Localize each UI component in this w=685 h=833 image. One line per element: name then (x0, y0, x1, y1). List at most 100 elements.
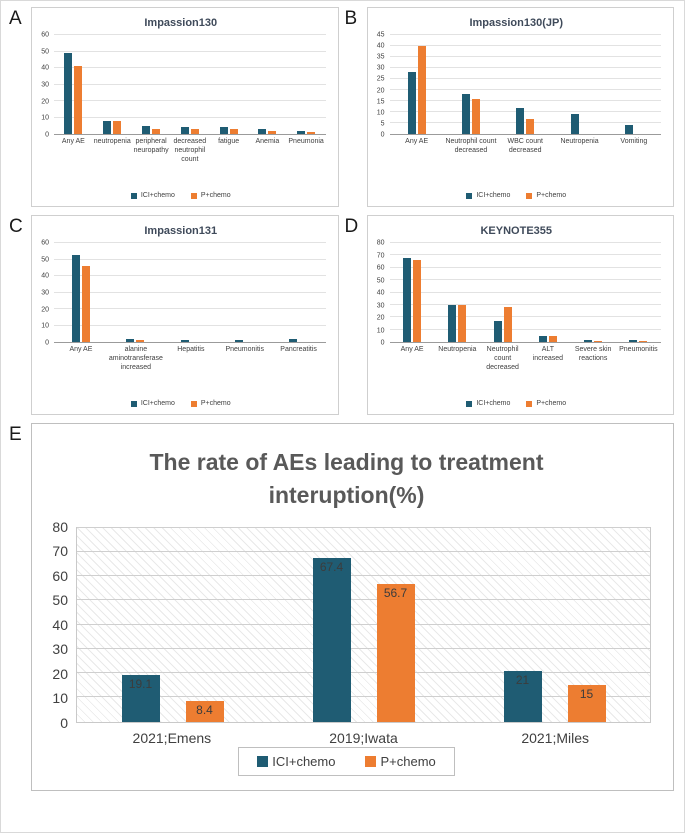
panel-label-e: E (9, 424, 22, 445)
x-category-label: ALT increased (532, 346, 564, 362)
row-2: C Impassion131 0 10 20 30 40 50 60 Any AE alani… (7, 213, 678, 421)
y-tick-label: 80 (52, 518, 68, 535)
legend-box: ICI+chemo P+chemo (238, 747, 455, 776)
bar-group (390, 35, 444, 134)
legend-entry: ICI+chemo (130, 400, 175, 407)
panel-e: E The rate of AEs leading to treatment i… (7, 421, 678, 797)
y-tick-label: 60 (376, 264, 385, 272)
gridline (77, 526, 650, 528)
x-category-label: WBC count decreased (507, 138, 543, 154)
y-tick-label: 10 (41, 322, 49, 330)
legend: ICI+chemo P+chemo (36, 190, 326, 201)
chart-keynote355: KEYNOTE355 0 10 20 30 40 50 60 70 80 Any AE Neutr… (366, 215, 674, 415)
gridline (389, 291, 661, 293)
x-axis-labels: Any AE Neutrophil count decreased WBC coun… (390, 135, 662, 171)
bar-ici-chemo: 21 (503, 670, 542, 722)
bar-group (108, 243, 162, 342)
bar-group (480, 243, 525, 342)
bar-ici-chemo (624, 125, 633, 134)
bar-ici-chemo (289, 338, 298, 342)
bar-groups: 19.1 8.4 67.4 56.7 21 15 (77, 528, 650, 722)
legend-label: P+chemo (380, 754, 436, 769)
bar-p-chemo (526, 118, 535, 134)
bar-ici-chemo (64, 53, 73, 134)
legend-entry: P+chemo (526, 192, 566, 199)
y-tick-label: 70 (52, 543, 68, 560)
bar-ici-chemo (516, 107, 525, 134)
x-category-label: Neutrophil count decreased (486, 346, 519, 371)
data-label: 8.4 (196, 703, 213, 718)
gridline (389, 279, 661, 281)
legend-label: ICI+chemo (476, 400, 511, 407)
legend-label: P+chemo (536, 192, 567, 199)
x-category-label: neutropenia (93, 138, 131, 145)
y-tick-label: 10 (376, 109, 385, 117)
legend-box: ICI+chemo P+chemo (460, 190, 572, 201)
bar-group (217, 243, 271, 342)
bar-ici-chemo: 19.1 (121, 675, 160, 722)
legend-label: P+chemo (200, 192, 231, 199)
gridline (54, 50, 326, 52)
gridline (54, 100, 326, 102)
x-category-label: Severe skin reactions (574, 346, 612, 362)
y-tick-label: 0 (60, 714, 68, 731)
bar-p-chemo: 8.4 (185, 701, 224, 722)
bar-p-chemo: 15 (567, 685, 606, 722)
bar-ici-chemo (219, 127, 228, 134)
bar-group (607, 35, 661, 134)
bar-group (435, 243, 480, 342)
bar-groups (54, 243, 326, 342)
panel-label-d: D (344, 216, 359, 237)
gridline (389, 67, 661, 69)
legend-label: P+chemo (536, 400, 567, 407)
x-category-label: Any AE (405, 138, 429, 145)
gridline (389, 78, 661, 79)
bar-p-chemo (268, 130, 277, 134)
bar-group (209, 35, 248, 134)
gridline (54, 67, 326, 69)
plot-region: 0 5 10 15 20 25 30 35 40 45 (372, 32, 662, 139)
x-category-label: peripheral neuropathy (133, 138, 169, 154)
x-category-label: Vomiting (620, 138, 648, 145)
gridline (389, 89, 661, 90)
data-label: 15 (579, 687, 594, 702)
bar-ici-chemo (538, 335, 547, 342)
gridline (389, 111, 661, 112)
bar-p-chemo (503, 307, 512, 342)
y-tick-label: 30 (41, 289, 49, 297)
legend-swatch-p-chemo (190, 192, 197, 199)
bar-group: 19.1 8.4 (77, 528, 268, 722)
gridline (389, 316, 661, 318)
bar-p-chemo: 56.7 (376, 584, 415, 722)
bar-group (390, 243, 435, 342)
legend-swatch-ici-chemo (466, 400, 473, 407)
gridline (389, 328, 661, 330)
bar-ici-chemo (493, 320, 502, 342)
x-category-label: 2021;Miles (521, 729, 590, 746)
y-tick-label: 80 (376, 239, 385, 247)
panel-label-b: B (344, 8, 358, 29)
bar-p-chemo (229, 129, 238, 134)
bar-ici-chemo (403, 257, 412, 342)
bar-groups (390, 35, 662, 134)
bar-group (525, 243, 570, 342)
y-tick-label: 30 (376, 64, 385, 72)
y-tick-label: 60 (41, 31, 49, 39)
bar-p-chemo (151, 129, 160, 134)
bar-p-chemo (594, 340, 603, 342)
panel-c: C Impassion131 0 10 20 30 40 50 60 Any AE alani… (7, 213, 343, 421)
y-axis: 0 10 20 30 40 50 60 70 80 (42, 520, 76, 730)
plot-region: 0 10 20 30 40 50 60 (36, 31, 326, 139)
gridline (389, 56, 661, 57)
panel-label-a: A (9, 8, 22, 29)
legend-entry: ICI+chemo (130, 192, 175, 199)
legend-entry: P+chemo (365, 754, 436, 769)
y-tick-label: 15 (376, 98, 385, 106)
x-category-label: alanine aminotransferase increased (108, 346, 163, 371)
data-label: 21 (515, 672, 530, 687)
x-axis-labels: Any AE alanine aminotransferase increased… (54, 343, 326, 379)
y-tick-label: 0 (45, 339, 49, 347)
bar-ici-chemo (103, 120, 112, 134)
chart-title: The rate of AEs leading to treatment int… (149, 449, 544, 509)
x-category-label: Pancreatitis (280, 346, 317, 353)
